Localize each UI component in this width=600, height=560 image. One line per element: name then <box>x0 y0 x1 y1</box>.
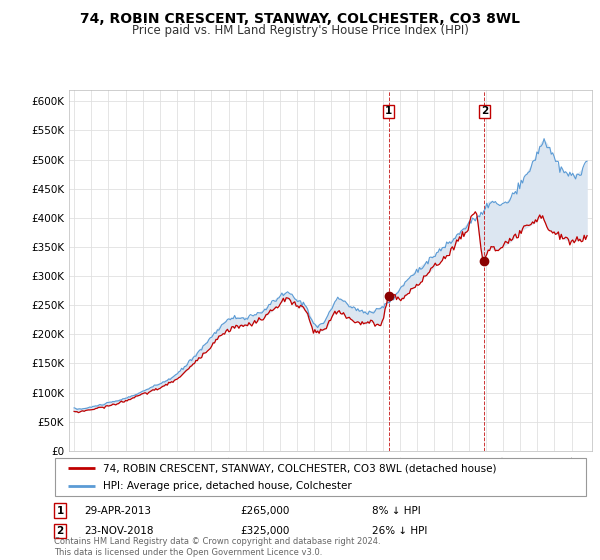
Text: £325,000: £325,000 <box>240 526 289 536</box>
Text: HPI: Average price, detached house, Colchester: HPI: Average price, detached house, Colc… <box>103 481 352 491</box>
Text: 74, ROBIN CRESCENT, STANWAY, COLCHESTER, CO3 8WL (detached house): 74, ROBIN CRESCENT, STANWAY, COLCHESTER,… <box>103 463 496 473</box>
Text: 23-NOV-2018: 23-NOV-2018 <box>84 526 154 536</box>
Text: 1: 1 <box>385 106 392 116</box>
Text: 1: 1 <box>56 506 64 516</box>
Text: Contains HM Land Registry data © Crown copyright and database right 2024.
This d: Contains HM Land Registry data © Crown c… <box>54 537 380 557</box>
Text: 2: 2 <box>481 106 488 116</box>
Text: 29-APR-2013: 29-APR-2013 <box>84 506 151 516</box>
Text: 2: 2 <box>56 526 64 536</box>
Text: 74, ROBIN CRESCENT, STANWAY, COLCHESTER, CO3 8WL: 74, ROBIN CRESCENT, STANWAY, COLCHESTER,… <box>80 12 520 26</box>
Text: 26% ↓ HPI: 26% ↓ HPI <box>372 526 427 536</box>
Text: Price paid vs. HM Land Registry's House Price Index (HPI): Price paid vs. HM Land Registry's House … <box>131 24 469 36</box>
Text: 8% ↓ HPI: 8% ↓ HPI <box>372 506 421 516</box>
FancyBboxPatch shape <box>55 458 586 496</box>
Text: £265,000: £265,000 <box>240 506 289 516</box>
